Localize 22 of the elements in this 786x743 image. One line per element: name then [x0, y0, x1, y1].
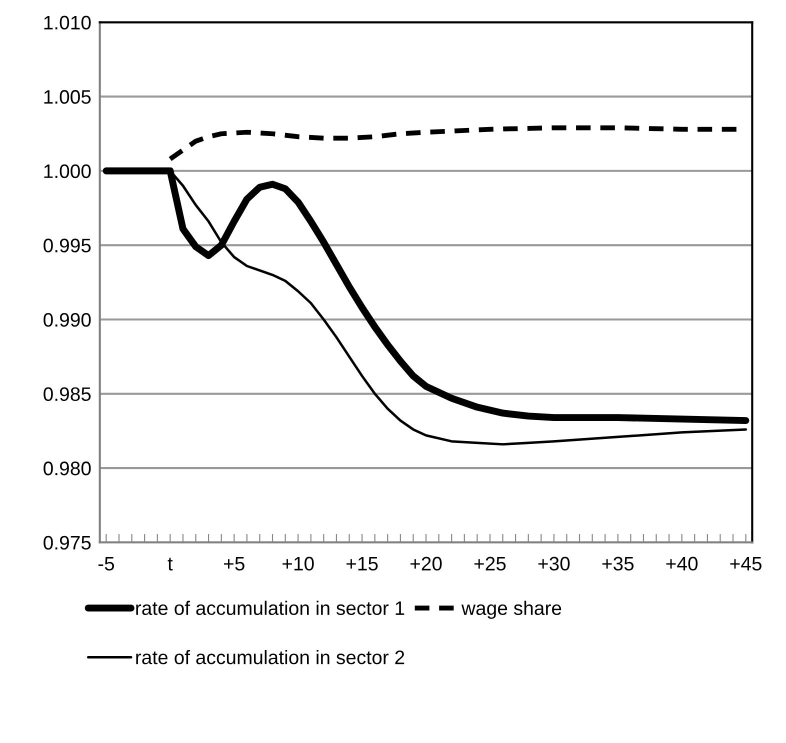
y-tick-label: 1.000: [44, 164, 91, 178]
x-tick-label: +30: [538, 556, 570, 571]
x-tick-label: +25: [474, 556, 506, 571]
y-tick-label: 0.980: [44, 462, 91, 476]
x-tick-label: -5: [98, 556, 114, 571]
y-tick-label: 0.990: [44, 312, 91, 327]
legend-label: rate of accumulation in sector 1: [136, 600, 404, 616]
x-tick-label: +20: [410, 556, 442, 571]
x-tick-label: t: [168, 558, 173, 571]
y-tick-label: 0.995: [44, 238, 91, 252]
x-tick-label: +15: [346, 556, 378, 571]
x-tick-label: +45: [730, 556, 762, 571]
x-tick-label: +5: [224, 556, 244, 571]
legend-label: rate of accumulation in sector 2: [136, 650, 404, 664]
y-tick-label: 0.975: [44, 536, 91, 550]
x-tick-label: +10: [282, 556, 314, 571]
x-tick-label: +40: [666, 556, 698, 571]
y-tick-label: 1.005: [44, 90, 91, 104]
legend-label: wage share: [461, 600, 562, 619]
x-tick-label: +35: [602, 556, 634, 571]
y-tick-label: 0.985: [44, 387, 91, 402]
y-tick-label: 1.010: [44, 16, 91, 30]
